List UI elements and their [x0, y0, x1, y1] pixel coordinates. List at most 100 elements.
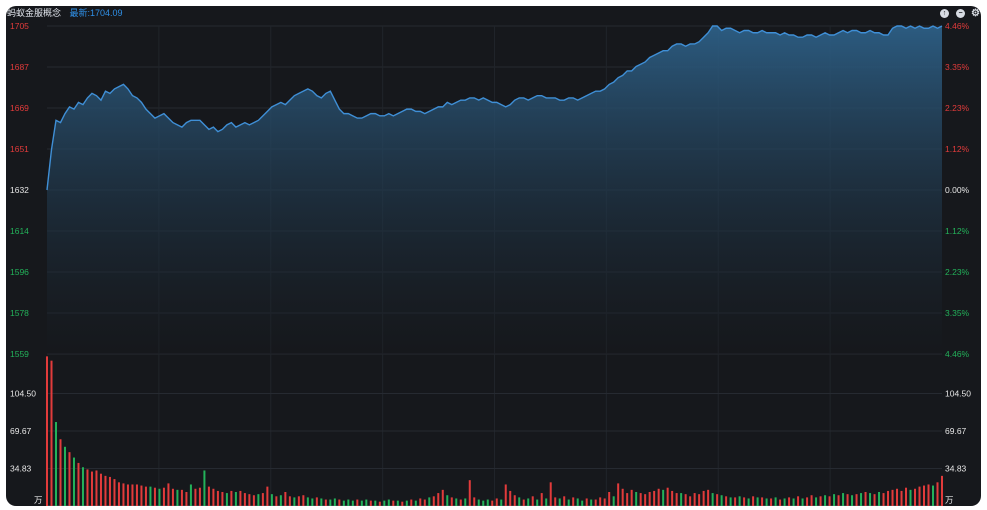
volume-bar	[783, 498, 786, 506]
volume-bar	[108, 476, 111, 506]
volume-bar	[554, 497, 557, 506]
volume-bar	[266, 486, 269, 506]
volume-bar	[905, 487, 908, 506]
volume-bar	[801, 498, 804, 506]
volume-bar	[302, 495, 305, 506]
price-tick-label-left: 1578	[10, 308, 29, 318]
volume-bar	[684, 494, 687, 506]
volume-bar	[797, 496, 800, 506]
volume-bar	[531, 496, 534, 506]
volume-bar	[824, 495, 827, 506]
volume-bar	[324, 499, 327, 506]
volume-bar	[275, 496, 278, 506]
volume-bar	[252, 495, 255, 506]
volume-bar	[896, 488, 899, 506]
price-tick-label-left: 1705	[10, 21, 29, 31]
volume-bar	[135, 484, 138, 506]
volume-bar	[639, 493, 642, 506]
volume-bar	[711, 493, 714, 506]
volume-bar	[248, 494, 251, 506]
volume-bar	[351, 500, 354, 506]
volume-bar	[464, 498, 467, 506]
volume-bar	[198, 487, 201, 506]
volume-bar	[693, 493, 696, 506]
volume-bar	[185, 492, 188, 506]
volume-bar	[518, 497, 521, 506]
volume-bar	[297, 496, 300, 506]
volume-bar	[729, 497, 732, 506]
volume-bar	[509, 490, 512, 506]
volume-bar	[450, 497, 453, 506]
volume-bar	[860, 493, 863, 506]
volume-bar	[788, 497, 791, 506]
volume-bar	[779, 499, 782, 506]
volume-bar	[410, 499, 413, 506]
volume-bar	[770, 498, 773, 506]
volume-bar	[441, 489, 444, 506]
price-tick-label-left: 1614	[10, 226, 29, 236]
volume-bar	[468, 480, 471, 506]
volume-bar	[342, 500, 345, 506]
volume-bar	[54, 422, 57, 506]
volume-bar	[846, 494, 849, 506]
volume-tick-label-left: 104.50	[10, 389, 36, 399]
volume-bar	[635, 492, 638, 506]
volume-tick-label-right: 34.83	[945, 464, 967, 474]
index-name: 蚂蚁金服概念	[7, 8, 62, 18]
arrow-up-circle-icon[interactable]: ↑	[940, 9, 949, 18]
volume-bar	[581, 500, 584, 506]
volume-bar	[171, 488, 174, 506]
intraday-chart-window: 蚂蚁金服概念 最新:1704.09 ↑ − ⚙ 1705 4.46% 1687 3.3…	[6, 6, 981, 506]
volume-tick-label-right: 104.50	[945, 389, 971, 399]
volume-bar	[360, 500, 363, 506]
volume-bar	[774, 497, 777, 506]
gear-icon[interactable]: ⚙	[971, 8, 980, 19]
volume-bar	[675, 493, 678, 506]
volume-bar	[747, 498, 750, 506]
volume-bar	[126, 484, 129, 506]
volume-bar	[878, 492, 881, 506]
axis-labels: 1705 4.46% 1687 3.35% 1669 2.23% 1651 1.12% 1632…	[10, 21, 971, 505]
percent-tick-label-right: 4.46%	[945, 349, 970, 359]
volume-bar	[207, 486, 210, 506]
minus-circle-icon[interactable]: −	[956, 9, 965, 18]
volume-bar	[522, 499, 525, 506]
volume-bar	[45, 356, 48, 506]
volume-unit-right: 万	[945, 495, 954, 505]
volume-bar	[923, 485, 926, 506]
volume-bar	[698, 494, 701, 506]
volume-bar	[446, 495, 449, 506]
volume-bar	[837, 495, 840, 506]
volume-bar	[315, 497, 318, 506]
price-tick-label-left: 1687	[10, 62, 29, 72]
volume-bar	[689, 496, 692, 506]
percent-tick-label-right: 3.35%	[945, 62, 970, 72]
volume-bar	[99, 473, 102, 506]
volume-bar	[365, 499, 368, 506]
volume-bar	[918, 486, 921, 506]
volume-bar	[288, 496, 291, 506]
volume-bar	[648, 492, 651, 506]
volume-bar	[158, 488, 161, 506]
volume-bar	[662, 489, 665, 506]
volume-bar	[828, 496, 831, 506]
chart-svg: 1705 4.46% 1687 3.35% 1669 2.23% 1651 1.12% 1632…	[10, 21, 971, 506]
volume-bar	[545, 498, 548, 506]
volume-bar	[900, 490, 903, 506]
volume-bar	[495, 498, 498, 506]
volume-bar	[815, 497, 818, 506]
price-tick-label-left: 1596	[10, 267, 29, 277]
volume-bar	[117, 482, 120, 506]
volume-bar	[153, 487, 156, 506]
volume-bar	[927, 484, 930, 506]
volume-bar	[284, 492, 287, 506]
volume-unit-left: 万	[34, 495, 43, 505]
volume-bar	[378, 501, 381, 506]
volume-bar	[374, 500, 377, 506]
volume-bar	[63, 446, 66, 506]
volume-bar	[792, 498, 795, 506]
volume-bar	[428, 497, 431, 506]
price-tick-label-left: 1669	[10, 103, 29, 113]
volume-bar	[396, 500, 399, 506]
volume-bar	[666, 487, 669, 506]
